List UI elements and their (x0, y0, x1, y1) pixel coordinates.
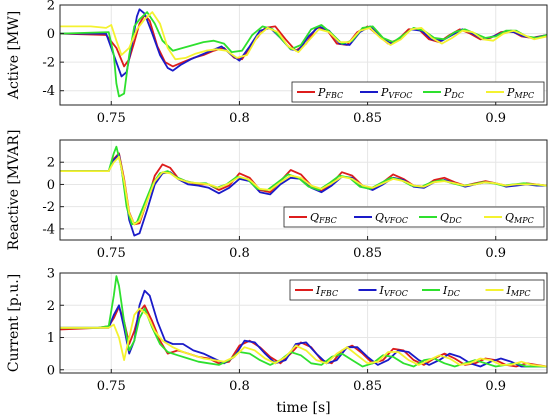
x-tick-label: 0.8 (229, 111, 250, 126)
x-tick-label: 0.85 (353, 246, 382, 261)
legend-entry-subscript: MPC (513, 216, 534, 225)
x-tick-label: 0.9 (485, 379, 506, 394)
legend-entry-base: I (315, 284, 321, 297)
y-tick-label: -4 (42, 84, 55, 99)
legend-entry-subscript: VFOC (384, 216, 408, 225)
legend-entry-base: Q (505, 211, 514, 224)
legend-entry: PFBC (317, 86, 343, 100)
legend-box (291, 81, 545, 103)
x-axis-label: time [s] (276, 400, 330, 416)
y-tick-label: -2 (42, 56, 55, 71)
legend-entry: PDC (443, 86, 464, 100)
legend-entry-subscript: MPC (510, 289, 531, 298)
x-tick-label: 0.75 (97, 111, 126, 126)
legend-entry-base: Q (440, 211, 449, 224)
legend-entry: PVFOC (380, 86, 412, 100)
series-line-P_DC (60, 11, 547, 98)
legend-entry: QVFOC (375, 211, 408, 225)
legend-entry-subscript: DC (448, 216, 462, 225)
y-tick-label: 3 (47, 267, 55, 282)
legend-entry-base: P (443, 86, 452, 99)
legend-entry-base: I (506, 284, 512, 297)
legend-entry-subscript: FBC (318, 216, 337, 225)
y-tick-label: -2 (42, 200, 55, 215)
panel-3: 0 1 2 3 0.75 0.8 0.85 0.9 Current [p.u.] time [s]… (6, 267, 548, 416)
x-tick-label: 0.8 (229, 246, 250, 261)
y-tick-label: 2 (47, 156, 55, 171)
legend-box (289, 279, 545, 301)
y-tick-label: 2 (47, 299, 55, 314)
axes-frame (59, 272, 548, 374)
axes-frame (59, 4, 548, 106)
legend-entry-base: Q (310, 211, 319, 224)
legend-entry-base: I (442, 284, 448, 297)
legend: PFBC PVFOC PDC PMPC (291, 81, 545, 103)
legend-entry: IMPC (506, 284, 531, 298)
legend-entry-base: P (506, 86, 515, 99)
legend-box (283, 206, 545, 228)
legend-entry-subscript: VFOC (384, 289, 408, 298)
legend-entry-subscript: DC (450, 91, 464, 100)
y-tick-label: 1 (47, 331, 55, 346)
y-tick-label: -4 (42, 222, 55, 237)
series-line-Q_MPC (60, 155, 547, 226)
legend-entry: PMPC (506, 86, 534, 100)
legend-entry-subscript: FBC (319, 289, 338, 298)
legend-entry-base: P (380, 86, 389, 99)
x-tick-label: 0.75 (97, 246, 126, 261)
x-tick-label: 0.85 (353, 111, 382, 126)
legend-entry: QFBC (310, 211, 337, 225)
legend: QFBC QVFOC QDC QMPC (283, 206, 545, 228)
x-tick-label: 0.9 (485, 111, 506, 126)
x-tick-label: 0.9 (485, 246, 506, 261)
y-tick-label: 2 (47, 0, 55, 14)
legend-entry: QDC (440, 211, 462, 225)
y-tick-label: 0 (47, 27, 55, 42)
legend-entry: IFBC (315, 284, 338, 298)
legend: IFBC IVFOC IDC IMPC (289, 279, 545, 301)
y-tick-label: 0 (47, 363, 55, 378)
legend-entry-subscript: VFOC (388, 91, 412, 100)
legend-entry: IVFOC (379, 284, 408, 298)
legend-entry-base: I (379, 284, 385, 297)
x-tick-label: 0.75 (97, 379, 126, 394)
legend-entry-subscript: DC (446, 289, 460, 298)
x-tick-label: 0.8 (229, 379, 250, 394)
y-axis-label: Active [MW] (6, 11, 22, 100)
x-tick-label: 0.85 (353, 379, 382, 394)
series-line-P_MPC (60, 11, 547, 61)
series-line-I_MPC (60, 307, 547, 368)
y-axis-label: Current [p.u.] (6, 274, 22, 372)
legend-entry-base: Q (375, 211, 384, 224)
axes-frame (59, 139, 548, 241)
legend-entry-subscript: FBC (324, 91, 343, 100)
y-axis-label: Reactive [MVAR] (6, 130, 22, 251)
legend-entry-base: P (317, 86, 326, 99)
legend-entry: QMPC (505, 211, 534, 225)
y-tick-label: 0 (47, 178, 55, 193)
legend-entry-subscript: MPC (513, 91, 534, 100)
legend-entry: IDC (442, 284, 460, 298)
